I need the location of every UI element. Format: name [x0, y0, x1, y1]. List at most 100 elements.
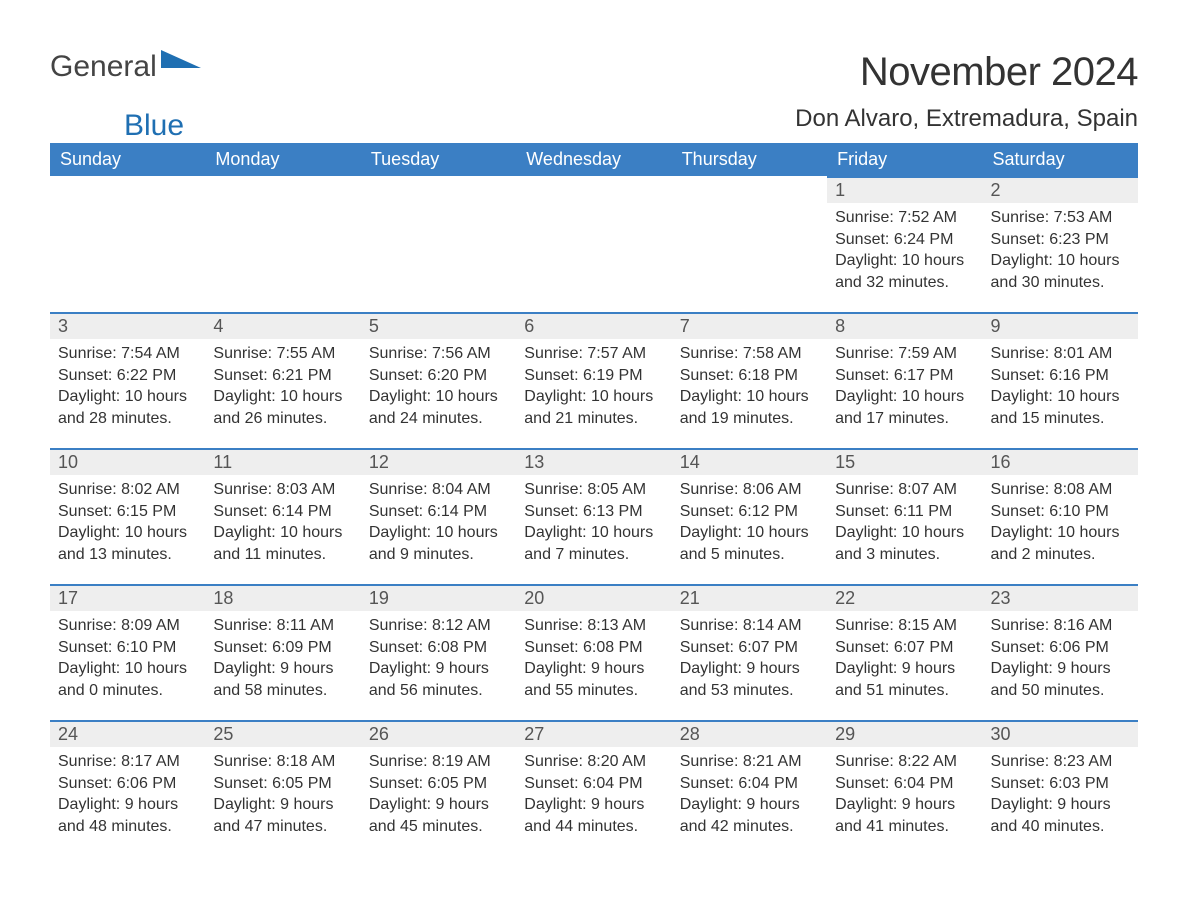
- day-details: Sunrise: 8:09 AMSunset: 6:10 PMDaylight:…: [50, 611, 205, 709]
- calendar-day-cell: 28Sunrise: 8:21 AMSunset: 6:04 PMDayligh…: [672, 720, 827, 856]
- calendar-day-cell: 20Sunrise: 8:13 AMSunset: 6:08 PMDayligh…: [516, 584, 671, 720]
- day-detail-line: Sunrise: 8:16 AM: [991, 615, 1130, 637]
- day-detail-line: Daylight: 9 hours: [680, 658, 819, 680]
- day-detail-line: Sunrise: 7:57 AM: [524, 343, 663, 365]
- day-detail-line: Sunset: 6:05 PM: [369, 773, 508, 795]
- day-detail-line: and 17 minutes.: [835, 408, 974, 430]
- day-details: Sunrise: 7:56 AMSunset: 6:20 PMDaylight:…: [361, 339, 516, 437]
- day-details: Sunrise: 8:22 AMSunset: 6:04 PMDaylight:…: [827, 747, 982, 845]
- day-number: 1: [827, 176, 982, 203]
- day-detail-line: Sunrise: 8:19 AM: [369, 751, 508, 773]
- day-number: 12: [361, 448, 516, 475]
- day-detail-line: Daylight: 9 hours: [213, 658, 352, 680]
- day-details: Sunrise: 8:12 AMSunset: 6:08 PMDaylight:…: [361, 611, 516, 709]
- day-number: 23: [983, 584, 1138, 611]
- day-detail-line: Sunrise: 8:22 AM: [835, 751, 974, 773]
- day-detail-line: and 45 minutes.: [369, 816, 508, 838]
- calendar-day-cell: 16Sunrise: 8:08 AMSunset: 6:10 PMDayligh…: [983, 448, 1138, 584]
- day-detail-line: and 19 minutes.: [680, 408, 819, 430]
- day-detail-line: Daylight: 10 hours: [835, 386, 974, 408]
- day-detail-line: Sunrise: 8:21 AM: [680, 751, 819, 773]
- calendar-day-cell: 22Sunrise: 8:15 AMSunset: 6:07 PMDayligh…: [827, 584, 982, 720]
- day-details: Sunrise: 8:02 AMSunset: 6:15 PMDaylight:…: [50, 475, 205, 573]
- calendar-week-row: 3Sunrise: 7:54 AMSunset: 6:22 PMDaylight…: [50, 312, 1138, 448]
- weekday-header-row: SundayMondayTuesdayWednesdayThursdayFrid…: [50, 143, 1138, 176]
- day-number: 28: [672, 720, 827, 747]
- day-detail-line: and 56 minutes.: [369, 680, 508, 702]
- day-detail-line: and 53 minutes.: [680, 680, 819, 702]
- day-detail-line: Daylight: 10 hours: [58, 522, 197, 544]
- day-detail-line: Daylight: 10 hours: [213, 386, 352, 408]
- day-detail-line: and 15 minutes.: [991, 408, 1130, 430]
- calendar-day-cell: [516, 176, 671, 312]
- day-number: 24: [50, 720, 205, 747]
- calendar-day-cell: 24Sunrise: 8:17 AMSunset: 6:06 PMDayligh…: [50, 720, 205, 856]
- weekday-header: Friday: [827, 143, 982, 176]
- calendar-day-cell: 5Sunrise: 7:56 AMSunset: 6:20 PMDaylight…: [361, 312, 516, 448]
- day-number: 11: [205, 448, 360, 475]
- day-detail-line: and 48 minutes.: [58, 816, 197, 838]
- day-detail-line: Sunset: 6:04 PM: [524, 773, 663, 795]
- day-details: Sunrise: 8:14 AMSunset: 6:07 PMDaylight:…: [672, 611, 827, 709]
- day-detail-line: Sunset: 6:08 PM: [524, 637, 663, 659]
- day-detail-line: Sunrise: 8:17 AM: [58, 751, 197, 773]
- day-detail-line: and 44 minutes.: [524, 816, 663, 838]
- page-header: General November 2024: [50, 50, 1138, 95]
- calendar-day-cell: 19Sunrise: 8:12 AMSunset: 6:08 PMDayligh…: [361, 584, 516, 720]
- calendar-day-cell: 1Sunrise: 7:52 AMSunset: 6:24 PMDaylight…: [827, 176, 982, 312]
- day-detail-line: Sunrise: 8:15 AM: [835, 615, 974, 637]
- weekday-header: Tuesday: [361, 143, 516, 176]
- day-number: 9: [983, 312, 1138, 339]
- day-number: 5: [361, 312, 516, 339]
- day-detail-line: Sunrise: 7:52 AM: [835, 207, 974, 229]
- weekday-header: Thursday: [672, 143, 827, 176]
- day-detail-line: Sunset: 6:10 PM: [991, 501, 1130, 523]
- day-detail-line: Daylight: 9 hours: [524, 794, 663, 816]
- location: Don Alvaro, Extremadura, Spain: [795, 105, 1138, 133]
- logo-sub: Blue: [122, 109, 184, 143]
- day-detail-line: Sunset: 6:11 PM: [835, 501, 974, 523]
- day-detail-line: Daylight: 9 hours: [991, 658, 1130, 680]
- day-details: Sunrise: 7:53 AMSunset: 6:23 PMDaylight:…: [983, 203, 1138, 301]
- calendar-day-cell: 8Sunrise: 7:59 AMSunset: 6:17 PMDaylight…: [827, 312, 982, 448]
- day-detail-line: Sunrise: 8:06 AM: [680, 479, 819, 501]
- day-detail-line: Sunrise: 8:23 AM: [991, 751, 1130, 773]
- calendar-day-cell: 17Sunrise: 8:09 AMSunset: 6:10 PMDayligh…: [50, 584, 205, 720]
- calendar-day-cell: 29Sunrise: 8:22 AMSunset: 6:04 PMDayligh…: [827, 720, 982, 856]
- day-detail-line: Sunrise: 8:18 AM: [213, 751, 352, 773]
- day-detail-line: and 24 minutes.: [369, 408, 508, 430]
- day-detail-line: Sunrise: 8:04 AM: [369, 479, 508, 501]
- calendar-week-row: 1Sunrise: 7:52 AMSunset: 6:24 PMDaylight…: [50, 176, 1138, 312]
- day-details: Sunrise: 8:19 AMSunset: 6:05 PMDaylight:…: [361, 747, 516, 845]
- day-detail-line: Daylight: 10 hours: [524, 386, 663, 408]
- calendar-day-cell: 30Sunrise: 8:23 AMSunset: 6:03 PMDayligh…: [983, 720, 1138, 856]
- day-detail-line: Daylight: 10 hours: [58, 658, 197, 680]
- day-detail-line: Sunset: 6:04 PM: [835, 773, 974, 795]
- day-detail-line: Sunrise: 7:59 AM: [835, 343, 974, 365]
- day-number: 25: [205, 720, 360, 747]
- calendar-day-cell: 27Sunrise: 8:20 AMSunset: 6:04 PMDayligh…: [516, 720, 671, 856]
- day-details: Sunrise: 7:57 AMSunset: 6:19 PMDaylight:…: [516, 339, 671, 437]
- calendar-day-cell: 26Sunrise: 8:19 AMSunset: 6:05 PMDayligh…: [361, 720, 516, 856]
- day-number: 13: [516, 448, 671, 475]
- day-number: 10: [50, 448, 205, 475]
- weekday-header: Sunday: [50, 143, 205, 176]
- day-number: 19: [361, 584, 516, 611]
- calendar-day-cell: 2Sunrise: 7:53 AMSunset: 6:23 PMDaylight…: [983, 176, 1138, 312]
- day-detail-line: Daylight: 10 hours: [524, 522, 663, 544]
- day-number: 29: [827, 720, 982, 747]
- day-detail-line: Sunrise: 7:55 AM: [213, 343, 352, 365]
- day-number: 15: [827, 448, 982, 475]
- weekday-header: Wednesday: [516, 143, 671, 176]
- day-detail-line: Sunset: 6:13 PM: [524, 501, 663, 523]
- day-detail-line: Sunrise: 8:11 AM: [213, 615, 352, 637]
- day-detail-line: Sunset: 6:04 PM: [680, 773, 819, 795]
- day-details: Sunrise: 8:17 AMSunset: 6:06 PMDaylight:…: [50, 747, 205, 845]
- day-number: 14: [672, 448, 827, 475]
- calendar-day-cell: 10Sunrise: 8:02 AMSunset: 6:15 PMDayligh…: [50, 448, 205, 584]
- day-details: Sunrise: 8:04 AMSunset: 6:14 PMDaylight:…: [361, 475, 516, 573]
- day-detail-line: Daylight: 10 hours: [369, 522, 508, 544]
- day-detail-line: and 5 minutes.: [680, 544, 819, 566]
- day-detail-line: Sunrise: 7:53 AM: [991, 207, 1130, 229]
- calendar-day-cell: [50, 176, 205, 312]
